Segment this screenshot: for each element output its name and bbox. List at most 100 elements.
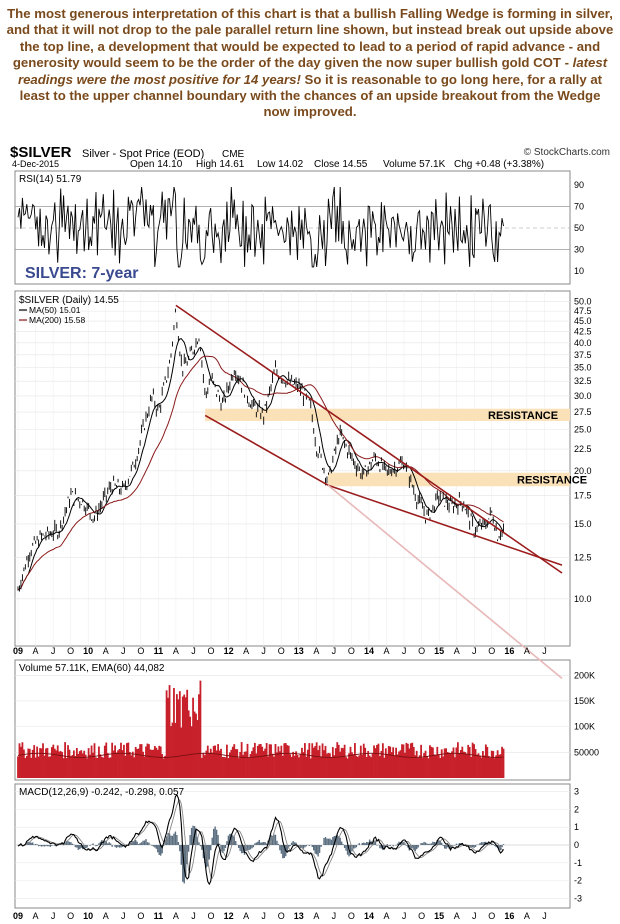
price-legend: $SILVER (Daily) 14.55: [19, 295, 119, 306]
price-tick-label: 27.5: [574, 407, 592, 417]
x-tick-label: O: [348, 646, 355, 656]
volume-bar: [356, 756, 359, 778]
volume-bar: [243, 751, 246, 778]
volume-bar: [152, 749, 155, 778]
volume-bar: [121, 750, 124, 778]
volume-bar: [246, 743, 249, 778]
volume-bar: [451, 751, 453, 778]
volume-bar: [276, 752, 278, 778]
volume-bar: [315, 742, 318, 778]
volume-bar: [209, 748, 212, 778]
volume-bar: [364, 747, 367, 778]
volume-bar: [376, 744, 378, 778]
volume-bar: [355, 755, 358, 778]
price-tick-label: 50.0: [574, 297, 592, 307]
volume-bar: [31, 749, 34, 778]
volume-bar: [256, 745, 259, 778]
volume-bar: [292, 751, 295, 778]
volume-bar: [412, 746, 415, 778]
volume-bar: [114, 745, 117, 778]
volume-bar: [125, 743, 128, 778]
macd-tick-label: -3: [574, 893, 582, 903]
x-tick-label: J: [121, 646, 126, 656]
volume-bar: [354, 743, 356, 778]
volume-bar: [470, 756, 473, 778]
volume-bar: [268, 744, 271, 778]
volume-bar: [70, 756, 72, 778]
volume-bar: [368, 755, 371, 778]
macd-tick-label: 3: [574, 787, 579, 797]
x-tick-label-bottom: A: [524, 911, 530, 921]
volume-bar: [106, 753, 109, 778]
volume-bar: [92, 752, 94, 778]
volume-bar: [187, 710, 190, 778]
volume-bar: [286, 745, 289, 778]
volume-bar: [301, 747, 303, 778]
volume-bar: [383, 757, 386, 778]
x-tick-label: J: [542, 646, 547, 656]
macd-tick-label: -2: [574, 876, 582, 886]
volume-bar: [339, 751, 342, 778]
macd-tick-label: -1: [574, 858, 582, 868]
lower-wedge-line: [327, 484, 563, 566]
volume-bar: [461, 746, 464, 778]
volume-bar: [77, 753, 80, 778]
rsi-line: [17, 186, 504, 268]
volume-bar: [240, 742, 243, 778]
volume-bar: [420, 744, 423, 778]
volume-bar: [150, 749, 153, 778]
volume-bar: [46, 747, 49, 778]
volume-bar: [42, 743, 44, 778]
volume-bar: [117, 750, 119, 778]
volume-bar: [251, 751, 253, 778]
volume-bar: [440, 749, 443, 778]
volume-bar: [493, 758, 496, 778]
volume-bar: [80, 750, 83, 778]
volume-bar: [95, 757, 97, 778]
volume-bar: [81, 753, 84, 778]
volume-bar: [337, 744, 340, 778]
price-tick-label: 25.0: [574, 425, 592, 435]
volume-bar: [109, 757, 112, 778]
x-tick-label-bottom: O: [488, 911, 495, 921]
volume-bar: [49, 756, 52, 778]
volume-bar: [427, 758, 430, 778]
ma200-legend: MA(200) 15.58: [29, 315, 85, 325]
volume-bar: [64, 742, 66, 778]
header-watermark: © StockCharts.com: [524, 147, 610, 158]
volume-bar: [89, 754, 91, 778]
volume-bar: [248, 757, 250, 778]
volume-bar: [277, 746, 280, 778]
x-tick-label-bottom: 14: [364, 911, 374, 921]
volume-bar: [130, 755, 133, 778]
price-tick-label: 12.5: [574, 553, 592, 563]
volume-bar: [487, 755, 490, 778]
volume-bar: [389, 746, 392, 778]
volume-bar: [274, 743, 277, 778]
volume-bar: [502, 748, 505, 778]
volume-bar: [467, 744, 470, 778]
volume-bar: [418, 755, 421, 778]
x-tick-label-bottom: O: [418, 911, 425, 921]
volume-bar: [140, 744, 143, 778]
header-volume: Volume 57.1K: [383, 159, 446, 170]
volume-bar: [192, 697, 194, 778]
volume-bar: [264, 748, 267, 778]
x-tick-label-bottom: J: [261, 911, 266, 921]
volume-bar: [302, 752, 305, 778]
volume-bar: [186, 689, 189, 778]
volume-bar: [399, 750, 402, 778]
x-tick-label: J: [191, 646, 196, 656]
volume-bar: [271, 753, 274, 778]
volume-bar: [153, 746, 156, 778]
volume-bar: [228, 752, 231, 778]
x-tick-label-bottom: O: [278, 911, 285, 921]
volume-bar: [25, 755, 28, 778]
volume-bar: [134, 746, 137, 778]
volume-bar: [446, 752, 449, 778]
volume-bar: [206, 745, 209, 778]
volume-bar: [396, 754, 399, 778]
volume-bar: [96, 758, 99, 778]
header-open: Open 14.10: [130, 159, 183, 170]
volume-bar: [230, 749, 233, 778]
